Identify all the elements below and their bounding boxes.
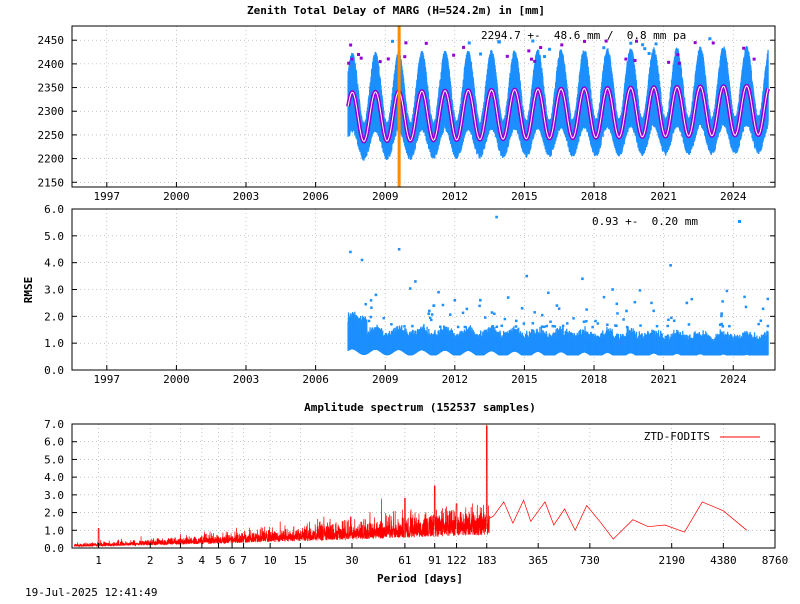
ztd-outlier-point (479, 53, 482, 56)
ztd-outlier-point (643, 47, 646, 50)
ztd-outlier-point (560, 43, 563, 46)
ztd-outlier-point (624, 58, 627, 61)
ztd-xtick-label: 1997 (94, 190, 121, 203)
ztd-panel: Zenith Total Delay of MARG (H=524.2m) in… (38, 4, 776, 203)
ztd-outlier-point (539, 46, 542, 49)
ztd-outlier-point (506, 55, 509, 58)
ztd-outlier-point (648, 52, 651, 55)
ztd-outlier-point (634, 59, 637, 62)
ztd-outlier-point (533, 60, 536, 63)
ztd-ytick-label: 2150 (38, 176, 65, 189)
ztd-ytick-label: 2450 (38, 34, 65, 47)
ztd-ytick-label: 2350 (38, 82, 65, 95)
ztd-xtick-label: 2021 (650, 190, 677, 203)
ztd-outlier-point (452, 54, 455, 57)
ztd-outlier-point (468, 41, 471, 44)
ztd-outlier-point (404, 41, 407, 44)
ztd-outlier-point (708, 37, 711, 40)
ztd-stat-annotation: 2294.7 +- 48.6 mm / 0.8 mm pa (481, 29, 686, 42)
ztd-outlier-point (602, 46, 605, 49)
ztd-xtick-label: 2003 (233, 190, 260, 203)
ztd-ytick-label: 2250 (38, 129, 65, 142)
rmse-points (348, 216, 769, 355)
ztd-outlier-point (403, 55, 406, 58)
ztd-outlier-point (349, 44, 352, 47)
ztd-outlier-point (360, 57, 363, 60)
ztd-xtick-label: 2015 (511, 190, 538, 203)
ztd-outlier-point (347, 62, 350, 65)
ztd-xtick-label: 2018 (581, 190, 608, 203)
ztd-outlier-point (641, 43, 644, 46)
ztd-outlier-point (629, 42, 632, 45)
ztd-title: Zenith Total Delay of MARG (H=524.2m) in… (247, 4, 545, 17)
ztd-outlier-point (694, 41, 697, 44)
ztd-ytick-label: 2300 (38, 105, 65, 118)
ztd-xtick-label: 2012 (442, 190, 469, 203)
ztd-outlier-point (753, 58, 756, 61)
ztd-x-ticks: 1997 2000 2003 2006 2009 2012 2015 2018 2021 2024 (94, 182, 747, 203)
ztd-outlier-point (678, 62, 681, 65)
ztd-ytick-label: 2200 (38, 153, 65, 166)
ztd-outlier-point (527, 49, 530, 52)
ztd-outlier-point (530, 58, 533, 61)
ztd-outlier-point (350, 58, 353, 61)
ztd-outlier-point (543, 55, 546, 58)
ztd-outlier-point (712, 41, 715, 44)
ztd-xtick-label: 2006 (302, 190, 329, 203)
ztd-outlier-point (462, 46, 465, 49)
ztd-xtick-label: 2009 (372, 190, 399, 203)
ztd-outlier-point (357, 53, 360, 56)
ztd-outlier-point (387, 57, 390, 60)
ztd-outlier-point (676, 53, 679, 56)
ztd-outlier-point (655, 42, 658, 45)
ztd-ytick-label: 2400 (38, 58, 65, 71)
ztd-outlier-point (667, 61, 670, 64)
ztd-outlier-point (742, 47, 745, 50)
ztd-outlier-point (425, 42, 428, 45)
ztd-outlier-point (548, 48, 551, 51)
ztd-outlier-point (391, 40, 394, 43)
ztd-xtick-label: 2024 (720, 190, 747, 203)
ztd-outlier-point (379, 60, 382, 63)
ztd-xtick-label: 2000 (163, 190, 190, 203)
